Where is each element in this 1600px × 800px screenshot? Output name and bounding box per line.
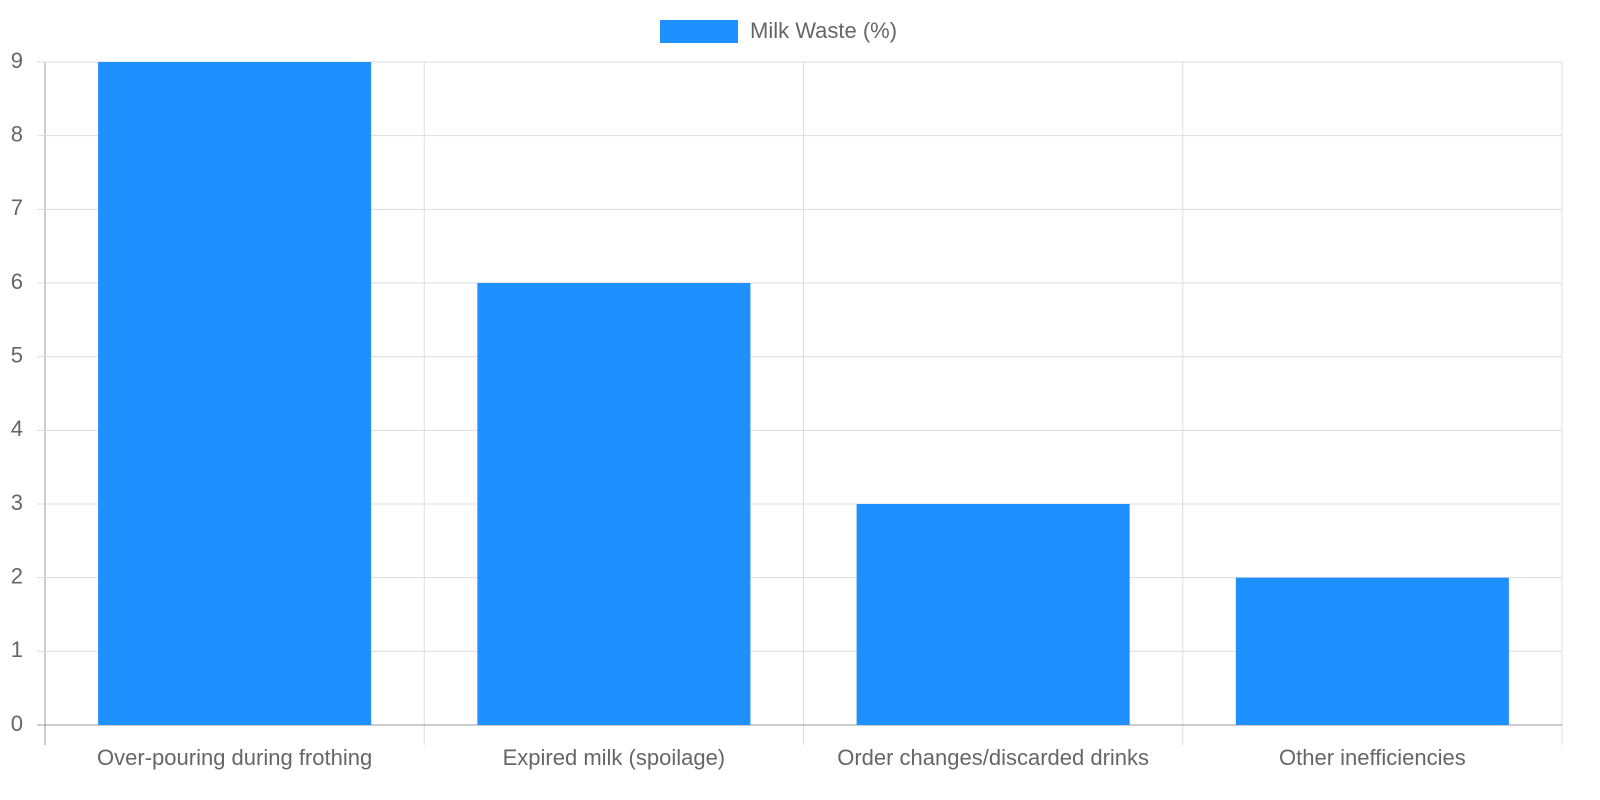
y-tick-label: 7 — [11, 195, 23, 220]
bar — [1235, 577, 1509, 725]
y-tick-label: 1 — [11, 637, 23, 662]
y-tick-label: 8 — [11, 121, 23, 146]
y-tick-label: 9 — [11, 48, 23, 73]
bar — [98, 62, 372, 725]
y-tick-label: 4 — [11, 416, 23, 441]
y-tick-label: 0 — [11, 711, 23, 736]
x-tick-label: Over-pouring during frothing — [97, 745, 372, 770]
y-tick-label: 3 — [11, 490, 23, 515]
x-tick-label: Order changes/discarded drinks — [837, 745, 1149, 770]
bar — [477, 283, 751, 725]
bar — [856, 504, 1130, 725]
legend-swatch — [660, 20, 738, 43]
x-tick-label: Expired milk (spoilage) — [503, 745, 726, 770]
legend-label: Milk Waste (%) — [750, 18, 897, 43]
x-tick-label: Other inefficiencies — [1279, 745, 1466, 770]
y-tick-label: 5 — [11, 342, 23, 367]
y-tick-label: 2 — [11, 563, 23, 588]
y-tick-label: 6 — [11, 269, 23, 294]
